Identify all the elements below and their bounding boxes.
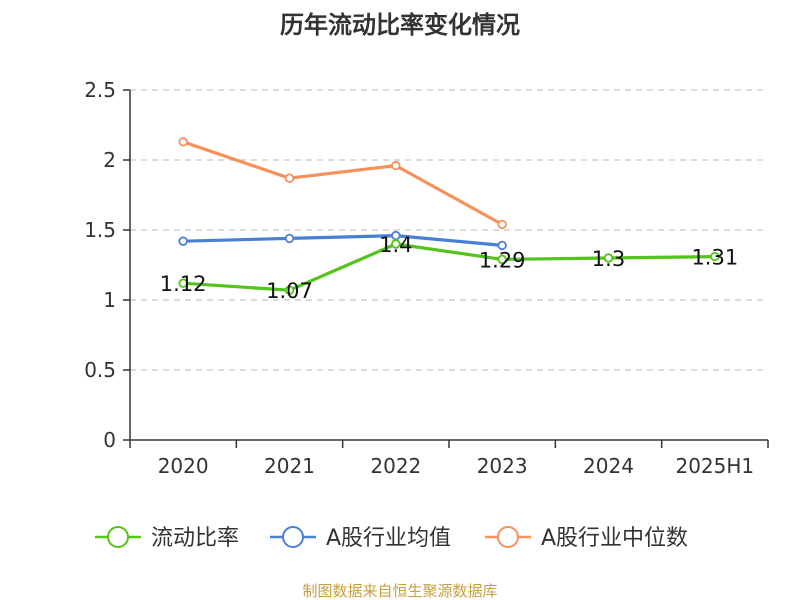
data-point xyxy=(497,240,507,251)
x-tick-label: 2020 xyxy=(158,454,209,478)
series-line xyxy=(183,242,715,292)
y-tick-label: 1 xyxy=(103,288,116,312)
data-point xyxy=(391,239,401,249)
data-label: 1.12 xyxy=(160,272,207,296)
data-point xyxy=(391,160,401,171)
y-tick-label: 1.5 xyxy=(84,218,116,242)
series-line xyxy=(182,140,503,226)
legend-label: A股行业中位数 xyxy=(541,526,688,551)
data-point xyxy=(603,253,614,263)
series-layer xyxy=(178,137,720,295)
legend-swatch-marker xyxy=(282,526,304,548)
x-tick-label: 2021 xyxy=(264,454,315,478)
legend-label: A股行业均值 xyxy=(326,526,451,551)
data-point xyxy=(497,254,507,265)
data-point xyxy=(284,233,295,244)
data-point xyxy=(284,285,295,295)
y-tick-label: 2.5 xyxy=(84,78,116,102)
legend: 流动比率 A股行业均值 A股行业中位数 xyxy=(95,526,688,551)
data-point xyxy=(178,278,188,288)
data-label: 1.07 xyxy=(266,279,313,303)
legend-swatch-marker xyxy=(107,526,129,548)
data-label: 1.4 xyxy=(379,233,412,257)
data-point xyxy=(497,219,507,230)
axes: 0 0.5 1 1.5 2 2.5 2020 2021 2022 2023 2024 2025H1 xyxy=(84,78,769,478)
x-tick-label: 2023 xyxy=(477,454,528,478)
data-point xyxy=(178,236,188,246)
source-note: 制图数据来自恒生聚源数据库 xyxy=(302,582,497,600)
chart-title: 历年流动比率变化情况 xyxy=(280,11,520,39)
x-tick-label: 2025H1 xyxy=(675,454,754,478)
data-labels: 1.12 1.07 1.4 1.29 1.3 1.31 xyxy=(160,233,738,303)
grid-lines xyxy=(130,89,768,371)
legend-swatch-marker xyxy=(497,526,519,548)
y-tick-label: 0.5 xyxy=(84,358,116,382)
y-tick-label: 2 xyxy=(103,148,116,172)
data-point xyxy=(284,173,295,183)
x-tick-label: 2022 xyxy=(370,454,421,478)
y-tick-label: 0 xyxy=(103,428,116,452)
x-tick-label: 2024 xyxy=(583,454,634,478)
data-label: 1.31 xyxy=(691,246,738,270)
data-point xyxy=(178,137,188,147)
series-line xyxy=(183,234,503,247)
legend-label: 流动比率 xyxy=(151,526,239,551)
data-label: 1.3 xyxy=(592,247,625,271)
data-point xyxy=(710,251,720,262)
data-label: 1.29 xyxy=(479,248,526,272)
